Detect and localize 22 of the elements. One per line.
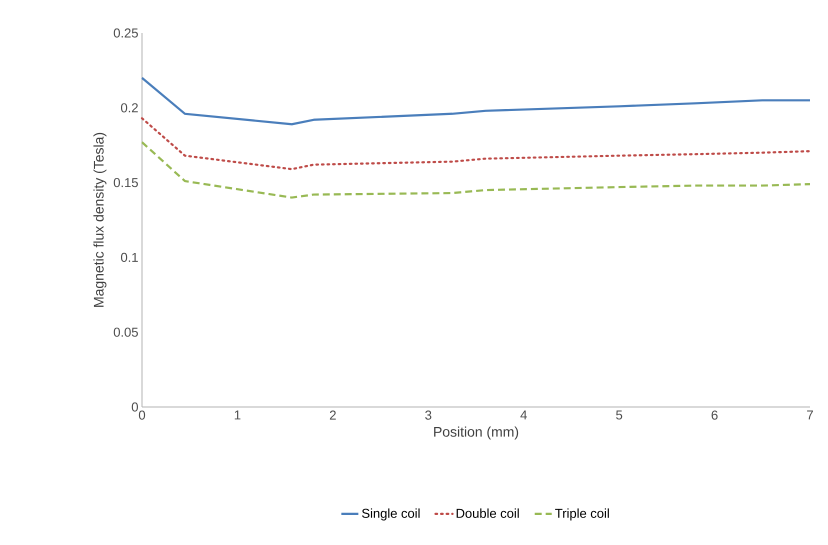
legend-label: Triple coil <box>555 508 609 520</box>
y-axis-title: Magnetic flux density (Tesla) <box>93 132 106 307</box>
x-tick-label: 0 <box>138 410 146 420</box>
line-series <box>140 117 812 170</box>
x-tick-label: 5 <box>616 410 622 420</box>
line-series <box>140 141 812 199</box>
legend-label: Double coil <box>456 508 519 518</box>
x-tick-label: 7 <box>807 410 813 420</box>
y-tick-label: 0.05 <box>114 328 138 337</box>
y-tick-label: 0.25 <box>114 28 138 38</box>
y-tick-label: 0.15 <box>114 178 138 188</box>
x-tick-label: 1 <box>234 410 240 420</box>
x-tick-label: 6 <box>712 410 718 420</box>
x-tick-label: 3 <box>425 410 432 420</box>
y-tick-label: 0 <box>132 402 138 412</box>
x-tick-label: 2 <box>330 410 336 420</box>
line-series <box>140 76 812 126</box>
y-tick-label: 0.1 <box>120 252 138 262</box>
y-tick-label: 0.2 <box>120 103 138 112</box>
legend-label: Single coil <box>362 508 420 520</box>
x-axis-title: Position (mm) <box>434 426 518 440</box>
x-tick-label: 4 <box>520 410 527 420</box>
